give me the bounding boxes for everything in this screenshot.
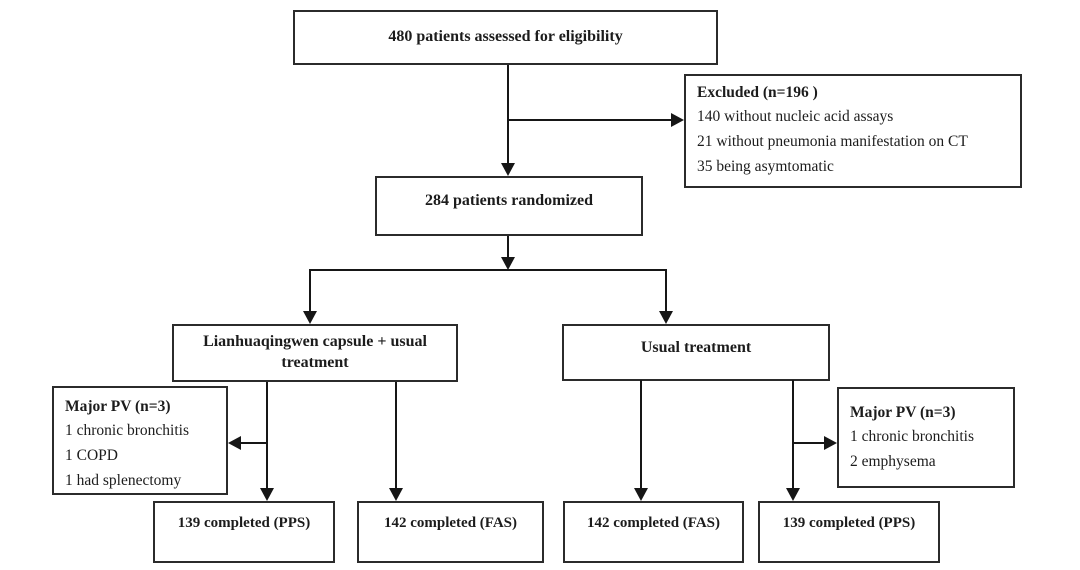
split-bar — [309, 269, 667, 271]
arrowhead-to-arm-left — [303, 311, 317, 324]
pv-right-box: Major PV (n=3) 1 chronic bronchitis 2 em… — [837, 387, 1015, 488]
arrowhead-to-split — [501, 257, 515, 270]
pv-left-line-3: 1 had splenectomy — [65, 472, 182, 490]
completed-pps-left-box: 139 completed (PPS) — [153, 501, 335, 563]
completed-pps-right-text: 139 completed (PPS) — [782, 515, 916, 531]
pv-left-line-2: 1 COPD — [65, 447, 118, 465]
completed-pps-left-text: 139 completed (PPS) — [177, 515, 311, 531]
arrowhead-to-pps-right — [786, 488, 800, 501]
excluded-line-3: 35 being asymtomatic — [697, 158, 834, 176]
arm-right-text: Usual treatment — [640, 339, 752, 356]
pv-right-line-2: 2 emphysema — [850, 453, 936, 471]
connector-arm-left-to-pps — [266, 382, 268, 489]
connector-randomized-to-split — [507, 236, 509, 258]
connector-arm-left-to-fas — [395, 382, 397, 489]
connector-to-pv-left — [240, 442, 268, 444]
connector-arm-right-to-pps — [792, 380, 794, 489]
excluded-box: Excluded (n=196 ) 140 without nucleic ac… — [684, 74, 1022, 188]
excluded-line-2: 21 without pneumonia manifestation on CT — [697, 133, 968, 151]
excluded-title: Excluded (n=196 ) — [697, 84, 818, 101]
randomized-text: 284 patients randomized — [425, 192, 593, 209]
connector-to-pv-right — [794, 442, 825, 444]
arrowhead-to-pps-left — [260, 488, 274, 501]
arrowhead-to-fas-right — [634, 488, 648, 501]
completed-fas-left-box: 142 completed (FAS) — [357, 501, 544, 563]
connector-arm-right-to-fas — [640, 380, 642, 489]
arm-right-box: Usual treatment — [562, 324, 830, 381]
connector-eligibility-to-randomized — [507, 65, 509, 164]
connector-split-to-arm-left — [309, 269, 311, 313]
eligibility-box: 480 patients assessed for eligibility — [293, 10, 718, 65]
arrowhead-to-fas-left — [389, 488, 403, 501]
pv-left-line-1: 1 chronic bronchitis — [65, 422, 189, 440]
connector-split-to-arm-right — [665, 269, 667, 313]
arm-left-text: Lianhuaqingwen capsule + usual treatment — [203, 333, 427, 371]
arrowhead-to-excluded — [671, 113, 684, 127]
excluded-line-1: 140 without nucleic acid assays — [697, 108, 894, 126]
arrowhead-to-randomized — [501, 163, 515, 176]
eligibility-text: 480 patients assessed for eligibility — [388, 28, 623, 46]
randomized-box: 284 patients randomized — [375, 176, 643, 236]
arm-left-box: Lianhuaqingwen capsule + usual treatment — [172, 324, 458, 382]
pv-right-title: Major PV (n=3) — [850, 404, 956, 421]
pv-left-box: Major PV (n=3) 1 chronic bronchitis 1 CO… — [52, 386, 228, 495]
pv-left-title: Major PV (n=3) — [65, 398, 171, 415]
completed-fas-left-text: 142 completed (FAS) — [383, 515, 518, 531]
connector-to-excluded — [507, 119, 672, 121]
arrowhead-to-pv-right — [824, 436, 837, 450]
completed-pps-right-box: 139 completed (PPS) — [758, 501, 940, 563]
completed-fas-right-text: 142 completed (FAS) — [586, 515, 721, 531]
arrowhead-to-pv-left — [228, 436, 241, 450]
pv-right-line-1: 1 chronic bronchitis — [850, 428, 974, 446]
arrowhead-to-arm-right — [659, 311, 673, 324]
completed-fas-right-box: 142 completed (FAS) — [563, 501, 744, 563]
